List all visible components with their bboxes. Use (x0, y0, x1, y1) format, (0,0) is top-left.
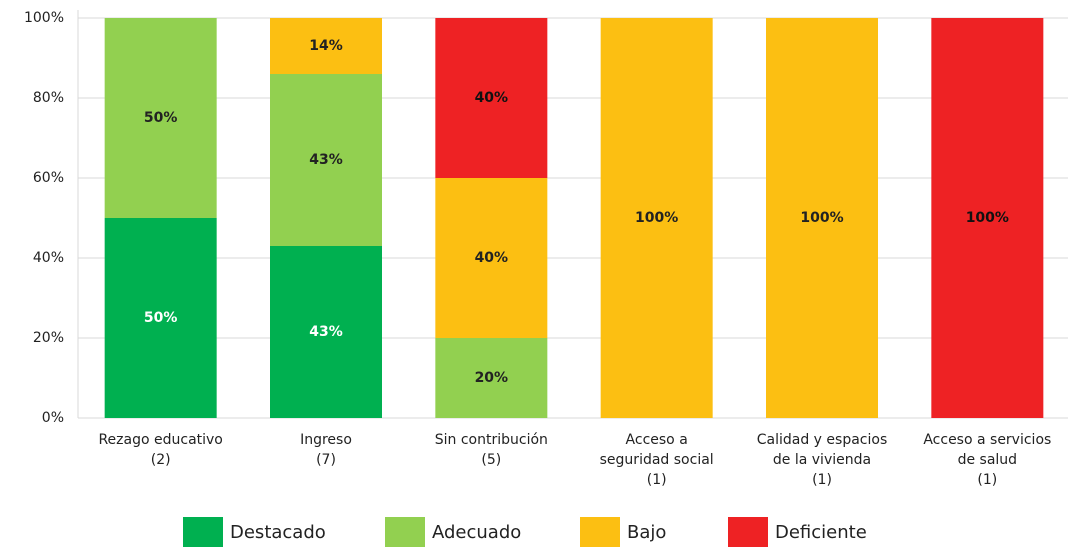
value-label: 40% (475, 90, 509, 106)
bar-segment (600, 18, 713, 418)
legend-swatch (580, 517, 620, 547)
legend-label: Bajo (627, 522, 666, 543)
value-label: 50% (144, 310, 178, 326)
x-tick-label: Acceso a servicios de salud (1) (923, 432, 1051, 488)
x-tick-label-line: (1) (647, 472, 667, 488)
x-tick-label: Ingreso (7) (300, 432, 352, 468)
x-tick-label: Sin contribución (5) (435, 432, 548, 468)
y-tick-label: 40% (33, 250, 64, 266)
x-tick-label: Acceso a seguridad social (1) (600, 432, 714, 488)
x-tick-label-line: de salud (958, 452, 1017, 468)
x-tick-label-line: seguridad social (600, 452, 714, 468)
bar-segment (766, 18, 878, 418)
y-tick-label: 0% (42, 410, 64, 426)
legend-label: Deficiente (775, 522, 867, 543)
bar-segment (270, 246, 382, 418)
x-tick-label-line: (2) (151, 452, 171, 468)
bar-segment (270, 74, 382, 246)
x-tick-label: Rezago educativo (2) (98, 432, 222, 468)
bar-segment (435, 338, 548, 418)
value-label: 50% (144, 110, 178, 126)
x-tick-label-line: Acceso a servicios (923, 432, 1051, 448)
y-tick-label: 80% (33, 90, 64, 106)
y-tick-label: 60% (33, 170, 64, 186)
x-tick-label-line: (1) (812, 472, 832, 488)
y-tick-label: 100% (24, 10, 64, 26)
legend-label: Destacado (230, 522, 326, 543)
x-tick-label-line: Sin contribución (435, 432, 548, 448)
x-tick-label-line: (5) (481, 452, 501, 468)
bar-segment (104, 18, 217, 218)
bar-segment (435, 18, 548, 178)
x-tick-label-line: Rezago educativo (98, 432, 222, 448)
x-tick-label-line: Calidad y espacios (757, 432, 888, 448)
value-label: 20% (475, 370, 509, 386)
x-tick-label-line: (7) (316, 452, 336, 468)
x-tick-label-line: Ingreso (300, 432, 352, 448)
x-tick-label-line: de la vivienda (773, 452, 871, 468)
value-label: 100% (635, 210, 678, 226)
value-label: 43% (309, 324, 343, 340)
legend-label: Adecuado (432, 522, 521, 543)
value-label: 14% (309, 38, 343, 54)
y-tick-label: 20% (33, 330, 64, 346)
bar-segment (931, 18, 1044, 418)
x-tick-label-line: (1) (977, 472, 997, 488)
x-tick-label: Calidad y espacios de la vivienda (1) (757, 432, 888, 488)
x-tick-label-line: Acceso a (626, 432, 688, 448)
legend-swatch (728, 517, 768, 547)
legend-swatch (183, 517, 223, 547)
bar-segment (270, 18, 382, 74)
value-label: 100% (800, 210, 843, 226)
value-label: 40% (475, 250, 509, 266)
bar-segment (435, 178, 548, 338)
value-label: 100% (966, 210, 1009, 226)
bar-segment (104, 218, 217, 418)
legend-swatch (385, 517, 425, 547)
value-label: 43% (309, 152, 343, 168)
